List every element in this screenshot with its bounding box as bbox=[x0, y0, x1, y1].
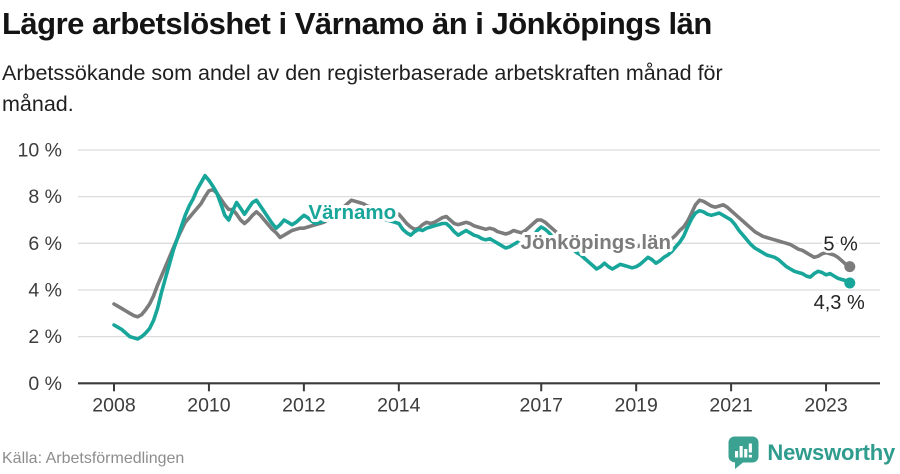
y-axis-label: 4 % bbox=[28, 279, 62, 301]
y-axis-label: 2 % bbox=[28, 326, 62, 348]
end-value-label-jonkopings-lan: 5 % bbox=[823, 234, 858, 256]
series-line-jonkopings-lan bbox=[112, 187, 852, 319]
y-axis-label: 8 % bbox=[28, 186, 62, 208]
end-value-label-varnamo: 4,3 % bbox=[814, 292, 865, 314]
newsworthy-wordmark: Newsworthy bbox=[767, 439, 895, 465]
source-note: Källa: Arbetsförmedlingen bbox=[2, 450, 185, 467]
series-end-dot-jonkopings-lan bbox=[844, 261, 856, 273]
series-end-dot-varnamo bbox=[844, 277, 856, 289]
page-subtitle: Arbetssökande som andel av den registerb… bbox=[2, 61, 723, 117]
x-tick-label: 2019 bbox=[614, 394, 657, 416]
x-tick-label: 2008 bbox=[92, 394, 135, 416]
x-tick-label: 2010 bbox=[187, 394, 231, 416]
x-tick-label: 2023 bbox=[804, 394, 847, 416]
y-axis-label: 10 % bbox=[18, 140, 62, 162]
page-title: Lägre arbetslöshet i Värnamo än i Jönköp… bbox=[2, 6, 712, 41]
newsworthy-logo-icon bbox=[728, 436, 759, 469]
y-axis-label: 0 % bbox=[28, 373, 62, 395]
newsworthy-logo[interactable]: Newsworthy bbox=[728, 436, 895, 469]
x-tick-label: 2021 bbox=[709, 394, 752, 416]
y-axis-label: 6 % bbox=[28, 233, 62, 255]
series-label-jonkopings-lan: Jönköpings län bbox=[521, 231, 671, 254]
x-tick-label: 2017 bbox=[520, 394, 563, 416]
x-tick-label: 2012 bbox=[282, 394, 325, 416]
series-line-varnamo bbox=[112, 173, 852, 341]
series-label-varnamo: Värnamo bbox=[308, 201, 396, 224]
x-tick-label: 2014 bbox=[377, 394, 421, 416]
